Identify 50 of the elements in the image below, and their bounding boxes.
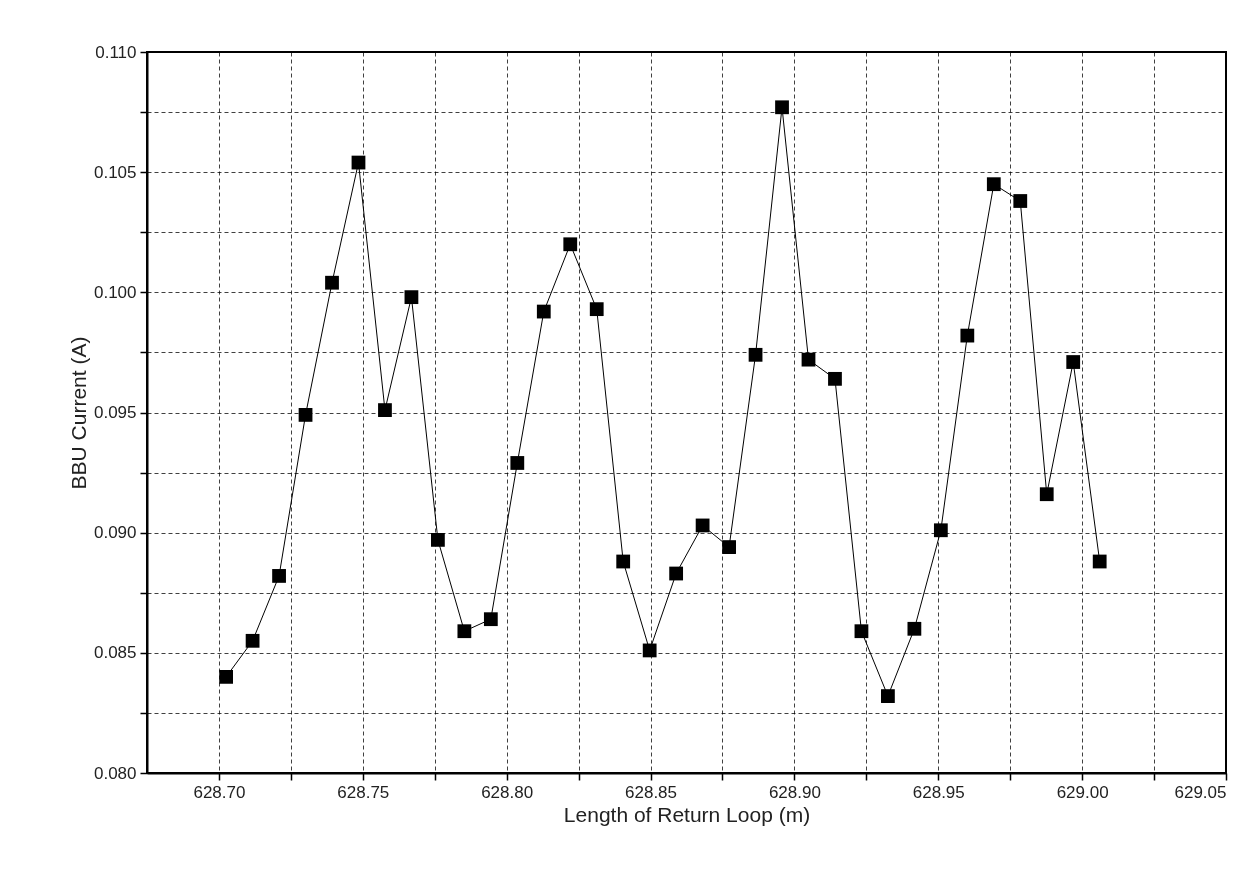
x-tick-label: 628.85	[625, 782, 678, 802]
point	[669, 566, 684, 581]
point	[986, 177, 1001, 192]
point	[457, 624, 472, 639]
x-tick-label: 628.75	[337, 782, 390, 802]
point	[960, 328, 975, 343]
point	[1013, 194, 1028, 208]
point	[431, 532, 445, 547]
point	[510, 456, 525, 470]
point	[1039, 487, 1054, 502]
x-tick-label: 629.00	[1056, 782, 1109, 802]
x-axis-title: Length of Return Loop (m)	[563, 802, 811, 826]
point	[483, 612, 498, 627]
point	[245, 633, 260, 648]
point	[1066, 355, 1081, 369]
y-tick-label: 0.085	[93, 643, 137, 663]
point	[404, 290, 419, 305]
y-tick-label: 0.110	[95, 42, 137, 62]
point	[695, 518, 710, 533]
point	[907, 621, 922, 636]
point	[298, 408, 313, 422]
point	[325, 275, 339, 290]
x-tick-label: 629.05	[1174, 782, 1227, 802]
point	[722, 540, 736, 554]
point	[881, 689, 895, 703]
y-tick-label: 0.090	[93, 523, 137, 543]
y-tick-label: 0.080	[93, 763, 137, 783]
y-tick-label: 0.100	[93, 282, 137, 302]
y-tick-label: 0.105	[93, 162, 137, 182]
point	[642, 643, 657, 658]
y-tick-label: 0.095	[93, 403, 137, 422]
y-axis-title: BBU Current (A)	[66, 336, 90, 490]
point	[219, 669, 234, 684]
point	[828, 371, 842, 386]
point	[801, 352, 816, 367]
x-tick-label: 628.95	[912, 782, 965, 802]
point	[272, 569, 286, 583]
point	[748, 347, 763, 362]
point	[854, 624, 869, 639]
point	[378, 403, 392, 417]
point	[616, 554, 631, 569]
x-tick-label: 628.80	[481, 782, 534, 802]
point	[589, 302, 604, 317]
point	[775, 100, 789, 115]
x-tick-label: 628.70	[193, 782, 246, 802]
point	[536, 304, 551, 319]
x-tick-label: 628.90	[768, 782, 821, 802]
point	[1092, 554, 1107, 569]
point	[563, 237, 578, 252]
point	[933, 523, 948, 538]
